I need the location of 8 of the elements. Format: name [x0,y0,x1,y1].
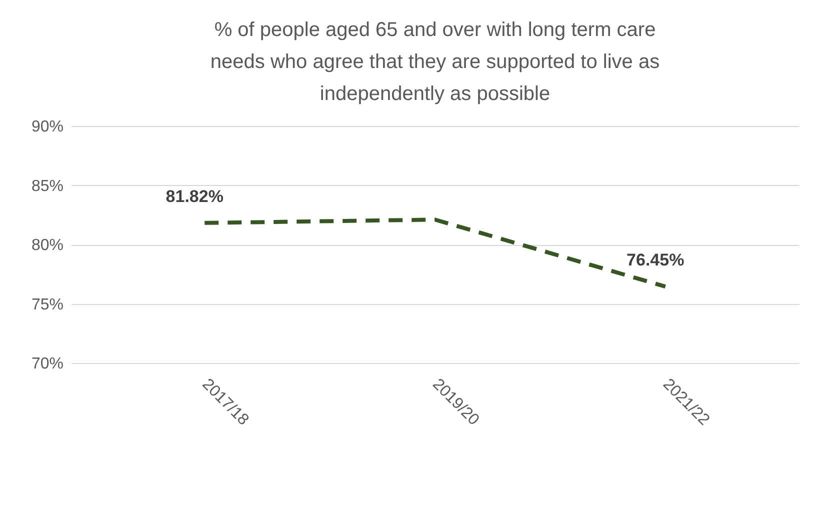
y-tick-label: 75% [31,296,64,314]
chart-title: % of people aged 65 and over with long term care needs who agree that they are supported to live as independently as possible [210,19,660,105]
y-tick-label: 80% [31,237,64,254]
y-tick-label: 70% [31,356,64,372]
data-label: 81.82% [166,186,224,206]
y-tick-label: 90% [31,118,64,136]
data-label: 76.45% [626,250,684,270]
y-tick-label: 85% [31,178,64,195]
